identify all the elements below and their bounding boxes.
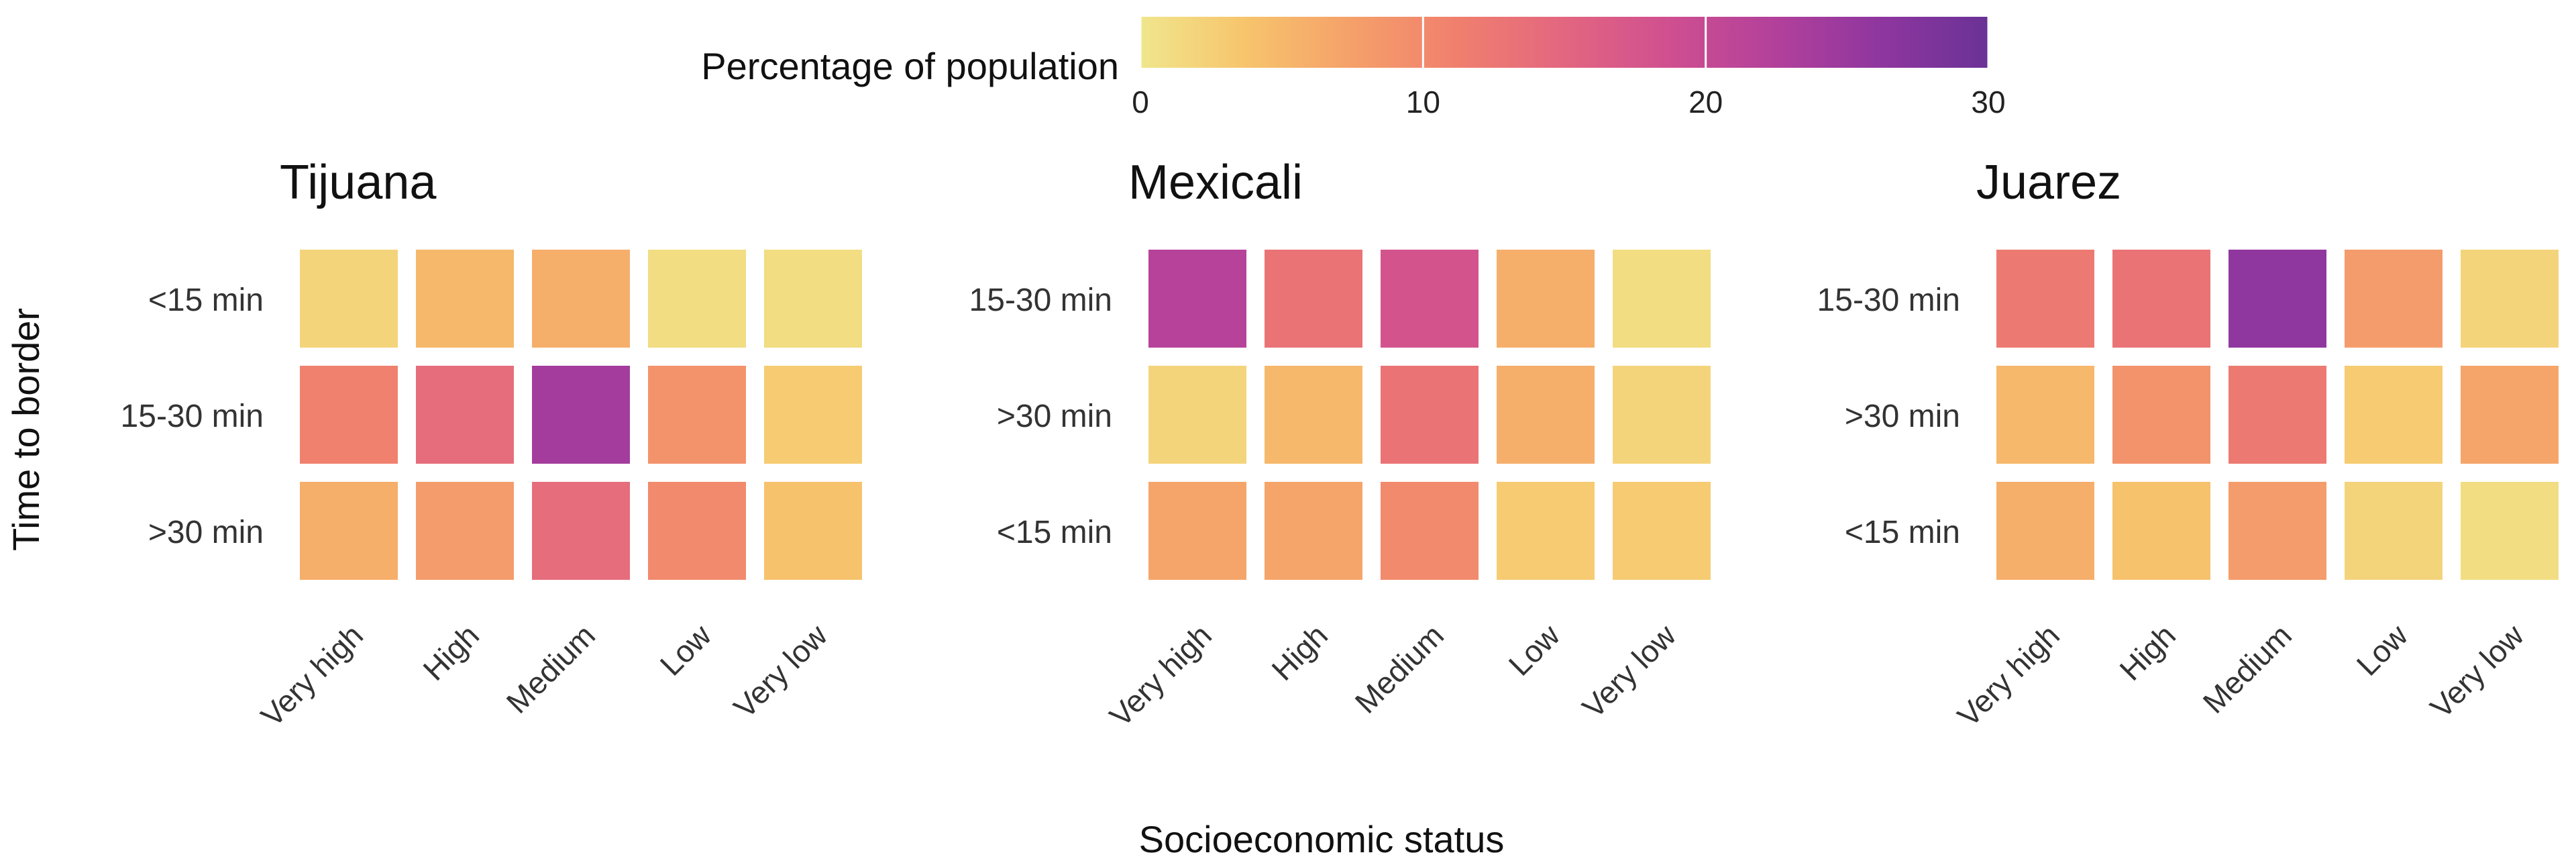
row-label: >30 min [997, 399, 1112, 434]
heatmap-cell [1265, 366, 1362, 464]
heatmap-cell [1148, 366, 1246, 464]
heatmap-cell [2461, 482, 2559, 580]
heatmap-cell [648, 366, 746, 464]
column-label: High [2112, 617, 2182, 687]
row-label: <15 min [997, 515, 1112, 550]
heatmap-cell [1996, 250, 2094, 348]
heatmap-cell [416, 250, 514, 348]
column-label: Medium [2196, 617, 2298, 719]
heatmap-cell [1381, 482, 1479, 580]
heatmap-cell [1996, 366, 2094, 464]
heatmap-cell [2229, 482, 2326, 580]
heatmap-cell [1996, 482, 2094, 580]
heatmap-cell [300, 366, 398, 464]
column-label: Very low [1575, 617, 1682, 725]
heatmap-cell [2229, 250, 2326, 348]
heatmap-cell [1613, 250, 1711, 348]
heatmap-cell [648, 482, 746, 580]
column-label: Very high [254, 617, 370, 733]
heatmap-cell [1381, 366, 1479, 464]
column-label: Low [653, 617, 718, 683]
heatmap-cell [2345, 250, 2443, 348]
color-legend: Percentage of population 0 10 20 30 [701, 17, 2006, 119]
heatmap-cell [2112, 482, 2210, 580]
panel-title: Juarez [1976, 156, 2121, 209]
heatmap-cell [1497, 482, 1595, 580]
heatmap-cell [416, 366, 514, 464]
legend-color-bar [1140, 17, 1988, 68]
legend-tick-label: 10 [1406, 85, 1440, 119]
row-label: 15-30 min [1817, 283, 1960, 318]
heatmap-cell [764, 366, 862, 464]
heatmap-cell [1381, 250, 1479, 348]
legend-ticks: 0 10 20 30 [1132, 17, 2006, 119]
column-label: Very high [1951, 617, 2066, 733]
heatmap-cell [532, 250, 630, 348]
legend-tick-label: 0 [1132, 85, 1149, 119]
x-axis-title: Socioeconomic status [1139, 818, 1505, 859]
heatmap-cell [1613, 366, 1711, 464]
panel-juarez: Juarez 15-30 min >30 min <15 min Very high Hi… [1817, 156, 2559, 734]
y-axis-title: Time to border [5, 308, 47, 551]
row-label: 15-30 min [121, 399, 264, 434]
heatmap-cell [764, 482, 862, 580]
heatmap-cell [2112, 366, 2210, 464]
heatmap-cell [2112, 250, 2210, 348]
row-label: >30 min [1845, 399, 1960, 434]
heatmap-cell [648, 250, 746, 348]
panel-title: Tijuana [280, 156, 437, 209]
heatmap-cell [532, 366, 630, 464]
row-label: <15 min [148, 283, 264, 318]
heatmap-cell [2461, 250, 2559, 348]
column-label: Low [2350, 617, 2415, 683]
column-label: Medium [1348, 617, 1450, 719]
row-label: >30 min [148, 515, 264, 550]
column-label: Very high [1103, 617, 1218, 733]
column-label: Very low [727, 617, 834, 725]
column-label: Medium [500, 617, 602, 719]
heatmap-cell [764, 250, 862, 348]
heatmap-cell [2229, 366, 2326, 464]
panel-tijuana: Tijuana <15 min 15-30 min >30 min Very high H… [121, 156, 862, 734]
legend-tick-label: 20 [1688, 85, 1723, 119]
heatmap-cell [2461, 366, 2559, 464]
heatmap-cell [2345, 366, 2443, 464]
heatmap-cell [416, 482, 514, 580]
heatmap-cell [1265, 482, 1362, 580]
heatmap-cell [532, 482, 630, 580]
panel-mexicali: Mexicali 15-30 min >30 min <15 min Very high… [969, 156, 1711, 734]
legend-title: Percentage of population [701, 45, 1119, 87]
heatmap-cell [1148, 250, 1246, 348]
heatmap-cell [300, 250, 398, 348]
column-label: High [1265, 617, 1334, 687]
column-label: Very low [2423, 617, 2530, 725]
row-label: 15-30 min [969, 283, 1112, 318]
heatmap-cell [1148, 482, 1246, 580]
row-label: <15 min [1845, 515, 1960, 550]
legend-tick-label: 30 [1971, 85, 2005, 119]
heatmap-cell [300, 482, 398, 580]
heatmap-cell [1265, 250, 1362, 348]
column-label: High [416, 617, 486, 687]
heatmap-cell [2345, 482, 2443, 580]
heatmap-panels: Tijuana <15 min 15-30 min >30 min Very high H… [121, 156, 2559, 734]
heatmap-cell [1613, 482, 1711, 580]
heatmap-cell [1497, 366, 1595, 464]
heatmap-cell [1497, 250, 1595, 348]
panel-title: Mexicali [1128, 156, 1303, 209]
column-label: Low [1502, 617, 1567, 683]
